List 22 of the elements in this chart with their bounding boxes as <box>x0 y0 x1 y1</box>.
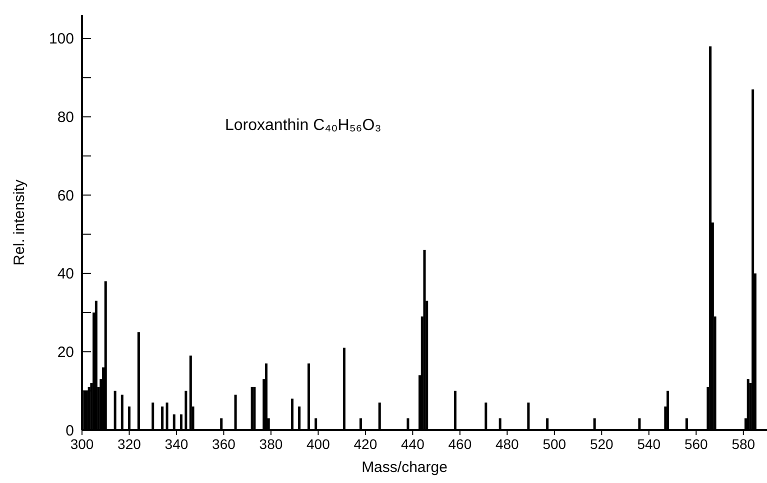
y-tick-label: 20 <box>57 344 74 361</box>
x-tick-label: 580 <box>732 436 756 452</box>
x-axis-title: Mass/charge <box>362 459 448 476</box>
y-tick-label: 40 <box>57 266 74 283</box>
y-tick-label: 100 <box>48 30 74 48</box>
x-tick-label: 460 <box>448 436 472 452</box>
x-tick-label: 540 <box>637 436 661 452</box>
x-tick-label: 500 <box>542 436 566 452</box>
x-tick-label: 520 <box>590 436 614 452</box>
y-tick-label: 80 <box>57 109 74 126</box>
x-tick-label: 480 <box>495 436 520 452</box>
y-axis-title: Rel. intensity <box>11 179 28 266</box>
x-tick-label: 420 <box>354 436 378 452</box>
x-tick-label: 380 <box>259 436 283 452</box>
x-tick-label: 560 <box>684 436 708 452</box>
text: Loroxanthin C₄₀H₅₆O₃ <box>225 117 382 134</box>
y-tick-label: 60 <box>57 187 74 204</box>
x-tick-label: 340 <box>164 436 188 452</box>
x-tick-label: 400 <box>306 436 330 452</box>
x-tick-label: 360 <box>212 436 236 452</box>
x-tick-label: 320 <box>118 436 142 452</box>
x-tick-label: 440 <box>401 436 425 452</box>
